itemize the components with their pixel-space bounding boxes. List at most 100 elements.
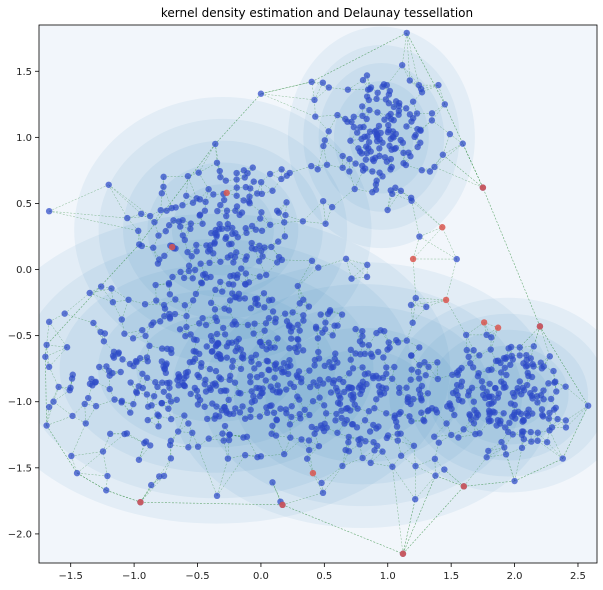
data-point bbox=[202, 321, 210, 329]
data-point bbox=[293, 348, 301, 356]
delaunay-edge bbox=[169, 431, 179, 446]
delaunay-edge bbox=[297, 285, 310, 307]
data-point bbox=[359, 378, 367, 386]
data-point bbox=[283, 386, 290, 393]
data-point bbox=[163, 379, 171, 387]
data-point bbox=[341, 420, 348, 427]
delaunay-edge bbox=[302, 200, 324, 222]
data-point bbox=[217, 173, 224, 181]
delaunay-edge bbox=[53, 401, 73, 417]
data-point bbox=[342, 255, 350, 263]
data-point bbox=[501, 424, 509, 431]
data-point bbox=[478, 378, 486, 385]
data-point bbox=[420, 416, 427, 424]
data-point bbox=[550, 367, 557, 375]
x-tick-label: −1.5 bbox=[59, 571, 83, 582]
data-point bbox=[395, 102, 403, 110]
data-point bbox=[150, 319, 157, 326]
data-point bbox=[267, 383, 274, 390]
data-point bbox=[396, 384, 403, 392]
data-point bbox=[503, 371, 510, 379]
data-point bbox=[380, 81, 388, 88]
delaunay-edge bbox=[258, 261, 267, 275]
data-point bbox=[146, 342, 153, 350]
delaunay-hull-edge bbox=[282, 504, 404, 555]
data-point bbox=[231, 253, 239, 261]
data-point bbox=[435, 439, 443, 446]
delaunay-edge bbox=[549, 430, 563, 459]
data-point bbox=[424, 407, 431, 415]
data-point bbox=[208, 337, 216, 344]
data-point bbox=[538, 406, 546, 413]
data-point bbox=[85, 394, 92, 402]
delaunay-hull-edge bbox=[138, 143, 216, 245]
data-point bbox=[100, 338, 108, 345]
delaunay-edge bbox=[410, 197, 443, 228]
delaunay-edge bbox=[420, 120, 433, 131]
delaunay-hull-edge bbox=[514, 458, 563, 482]
data-point bbox=[155, 423, 162, 430]
data-point bbox=[364, 261, 371, 269]
data-point bbox=[296, 327, 303, 334]
data-point bbox=[105, 181, 112, 188]
data-point bbox=[61, 310, 68, 317]
data-point bbox=[364, 86, 372, 93]
data-point bbox=[363, 93, 371, 100]
data-point bbox=[135, 241, 143, 248]
data-point bbox=[81, 400, 88, 408]
data-point bbox=[201, 380, 208, 388]
data-point bbox=[352, 160, 359, 167]
delaunay-edge bbox=[281, 259, 312, 262]
data-point bbox=[516, 378, 523, 385]
data-point bbox=[271, 374, 278, 381]
data-point bbox=[272, 318, 279, 326]
data-point bbox=[363, 273, 371, 281]
data-point bbox=[320, 402, 328, 409]
data-point bbox=[129, 335, 137, 342]
data-point bbox=[192, 290, 200, 298]
delaunay-edge bbox=[434, 166, 483, 188]
data-point bbox=[203, 343, 210, 350]
delaunay-edge bbox=[463, 457, 487, 487]
data-point bbox=[339, 152, 346, 160]
data-point bbox=[448, 431, 455, 439]
data-point bbox=[263, 357, 270, 364]
data-point bbox=[441, 101, 449, 108]
data-point bbox=[189, 297, 197, 304]
delaunay-edge bbox=[245, 454, 261, 457]
data-point bbox=[373, 127, 380, 134]
data-point bbox=[191, 266, 199, 274]
data-point bbox=[233, 169, 240, 177]
data-point bbox=[364, 133, 371, 140]
data-point bbox=[156, 473, 163, 480]
data-point bbox=[527, 390, 534, 397]
delaunay-edge bbox=[405, 164, 422, 171]
data-point bbox=[356, 148, 364, 155]
data-point bbox=[68, 452, 75, 460]
delaunay-hull-edge bbox=[539, 326, 589, 406]
data-point bbox=[403, 29, 410, 37]
data-point bbox=[365, 341, 373, 349]
data-point bbox=[434, 359, 441, 366]
data-point bbox=[408, 118, 415, 125]
data-point bbox=[584, 402, 592, 409]
data-point bbox=[407, 301, 415, 309]
data-point bbox=[290, 383, 298, 391]
data-point bbox=[407, 153, 414, 160]
data-point bbox=[256, 273, 263, 280]
data-point bbox=[329, 332, 336, 339]
delaunay-edge bbox=[402, 499, 416, 554]
delaunay-edge bbox=[260, 93, 316, 117]
data-point bbox=[186, 358, 194, 366]
data-point bbox=[379, 448, 386, 455]
data-point bbox=[400, 149, 407, 157]
data-point bbox=[366, 428, 374, 435]
data-point bbox=[483, 331, 490, 339]
data-point bbox=[294, 335, 301, 343]
delaunay-edge bbox=[216, 454, 246, 496]
data-point bbox=[225, 436, 233, 444]
data-point bbox=[417, 391, 424, 398]
data-point bbox=[431, 433, 438, 440]
data-point bbox=[106, 372, 113, 379]
data-point bbox=[347, 356, 354, 363]
